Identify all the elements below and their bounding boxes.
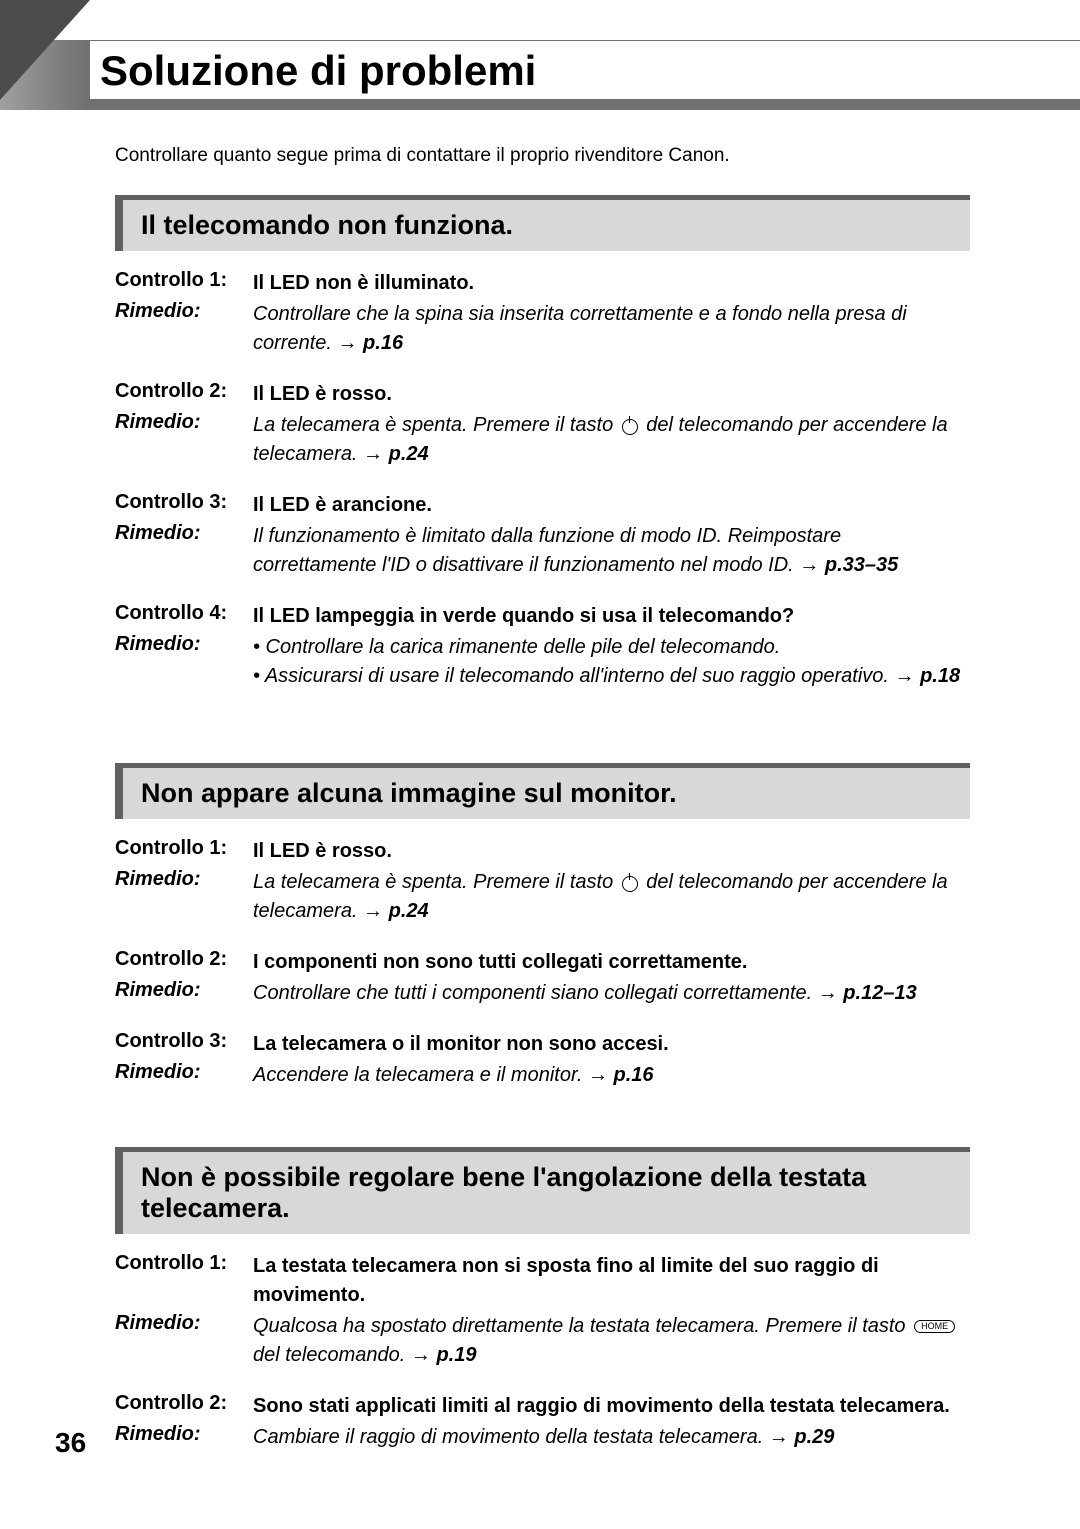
remedy-description: Accendere la telecamera e il monitor. → … xyxy=(253,1061,970,1090)
section-header-monitor: Non appare alcuna immagine sul monitor. xyxy=(115,763,970,819)
home-icon: HOME xyxy=(914,1320,955,1333)
page-reference: p.16 xyxy=(614,1064,654,1086)
page-reference: p.33–35 xyxy=(825,554,898,576)
remedy-description: Controllare che tutti i componenti siano… xyxy=(253,979,970,1008)
check-block: Controllo 2: I componenti non sono tutti… xyxy=(115,948,970,1008)
section-header-text: Non è possibile regolare bene l'angolazi… xyxy=(141,1162,866,1223)
title-bar: Soluzione di problemi xyxy=(0,40,1080,110)
section-header-angle: Non è possibile regolare bene l'angolazi… xyxy=(115,1147,970,1234)
remedy-description: La telecamera è spenta. Premere il tasto… xyxy=(253,868,970,926)
check-block: Controllo 2: Sono stati applicati limiti… xyxy=(115,1392,970,1452)
intro-text: Controllare quanto segue prima di contat… xyxy=(115,145,970,167)
check-description: Il LED non è illuminato. xyxy=(253,269,970,298)
check-block: Controllo 4: Il LED lampeggia in verde q… xyxy=(115,602,970,691)
remedy-description: La telecamera è spenta. Premere il tasto… xyxy=(253,411,970,469)
remedy-label: Rimedio: xyxy=(115,868,253,891)
check-description: La testata telecamera non si sposta fino… xyxy=(253,1252,970,1310)
check-label: Controllo 2: xyxy=(115,948,253,971)
check-block: Controllo 1: La testata telecamera non s… xyxy=(115,1252,970,1370)
page-title: Soluzione di problemi xyxy=(100,47,536,95)
check-block: Controllo 1: Il LED è rosso. Rimedio: La… xyxy=(115,837,970,926)
section-header-text: Non appare alcuna immagine sul monitor. xyxy=(141,778,677,808)
remedy-description: Cambiare il raggio di movimento della te… xyxy=(253,1423,970,1452)
check-label: Controllo 3: xyxy=(115,1030,253,1053)
check-label: Controllo 3: xyxy=(115,491,253,514)
remedy-description: Qualcosa ha spostato direttamente la tes… xyxy=(253,1312,970,1370)
remedy-description: Controllare che la spina sia inserita co… xyxy=(253,300,970,358)
check-label: Controllo 1: xyxy=(115,837,253,860)
section-header-text: Il telecomando non funziona. xyxy=(141,210,513,240)
section-header-remote: Il telecomando non funziona. xyxy=(115,195,970,251)
remedy-label: Rimedio: xyxy=(115,300,253,323)
bullet-item: • Assicurarsi di usare il telecomando al… xyxy=(253,662,970,691)
check-description: Il LED è rosso. xyxy=(253,837,970,866)
page-reference: p.12–13 xyxy=(843,982,916,1004)
check-label: Controllo 2: xyxy=(115,380,253,403)
check-block: Controllo 3: Il LED è arancione. Rimedio… xyxy=(115,491,970,580)
power-icon xyxy=(621,874,639,892)
page-reference: p.18 xyxy=(920,665,960,687)
check-description: Il LED è arancione. xyxy=(253,491,970,520)
remedy-label: Rimedio: xyxy=(115,633,253,656)
check-description: I componenti non sono tutti collegati co… xyxy=(253,948,970,977)
check-label: Controllo 2: xyxy=(115,1392,253,1415)
check-block: Controllo 2: Il LED è rosso. Rimedio: La… xyxy=(115,380,970,469)
page-number: 36 xyxy=(55,1427,86,1459)
remedy-label: Rimedio: xyxy=(115,979,253,1002)
remedy-label: Rimedio: xyxy=(115,1423,253,1446)
check-description: Il LED lampeggia in verde quando si usa … xyxy=(253,602,970,631)
corner-decoration xyxy=(0,0,90,100)
check-description: Sono stati applicati limiti al raggio di… xyxy=(253,1392,970,1421)
remedy-label: Rimedio: xyxy=(115,522,253,545)
check-label: Controllo 4: xyxy=(115,602,253,625)
remedy-description: • Controllare la carica rimanente delle … xyxy=(253,633,970,691)
page-reference: p.29 xyxy=(794,1426,834,1448)
bullet-item: • Controllare la carica rimanente delle … xyxy=(253,633,970,662)
page-reference: p.16 xyxy=(363,332,403,354)
check-block: Controllo 1: Il LED non è illuminato. Ri… xyxy=(115,269,970,358)
remedy-label: Rimedio: xyxy=(115,411,253,434)
page-reference: p.24 xyxy=(389,900,429,922)
check-description: La telecamera o il monitor non sono acce… xyxy=(253,1030,970,1059)
page-reference: p.24 xyxy=(389,443,429,465)
remedy-label: Rimedio: xyxy=(115,1312,253,1335)
power-icon xyxy=(621,417,639,435)
check-block: Controllo 3: La telecamera o il monitor … xyxy=(115,1030,970,1090)
page-reference: p.19 xyxy=(436,1344,476,1366)
check-description: Il LED è rosso. xyxy=(253,380,970,409)
check-label: Controllo 1: xyxy=(115,1252,253,1275)
remedy-description: Il funzionamento è limitato dalla funzio… xyxy=(253,522,970,580)
check-label: Controllo 1: xyxy=(115,269,253,292)
remedy-label: Rimedio: xyxy=(115,1061,253,1084)
